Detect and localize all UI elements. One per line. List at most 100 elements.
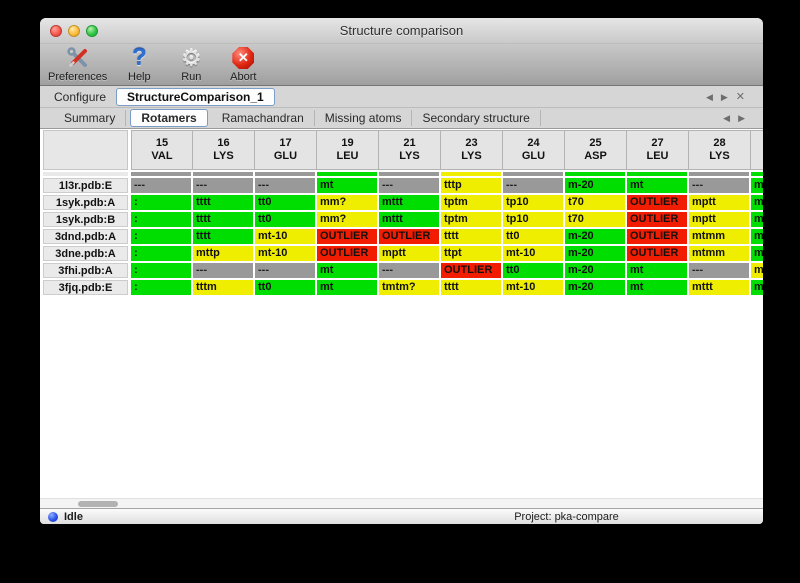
rotamer-cell[interactable]: mt bbox=[627, 263, 687, 278]
rotamer-cell[interactable]: tttt bbox=[441, 280, 501, 295]
column-header[interactable]: 24 GLU bbox=[503, 130, 565, 170]
rotamer-cell[interactable]: mt-10 bbox=[503, 280, 563, 295]
tab-missing-atoms[interactable]: Missing atoms bbox=[315, 110, 413, 126]
rotamer-cell[interactable]: mptt bbox=[689, 195, 749, 210]
rotamer-cell[interactable]: : bbox=[131, 212, 191, 227]
rotamer-cell[interactable]: OUTLIER bbox=[627, 246, 687, 261]
rotamer-cell[interactable]: tt0 bbox=[255, 280, 315, 295]
tab-rotamers[interactable]: Rotamers bbox=[130, 109, 208, 127]
rotamer-cell[interactable]: mtmm bbox=[689, 246, 749, 261]
rotamer-cell[interactable]: --- bbox=[689, 178, 749, 193]
horizontal-scrollbar[interactable] bbox=[40, 498, 763, 508]
rotamer-cell[interactable]: --- bbox=[255, 263, 315, 278]
rotamer-cell[interactable]: : bbox=[131, 195, 191, 210]
help-button[interactable]: ? Help bbox=[119, 45, 159, 84]
rotamer-cell[interactable]: mt bbox=[627, 280, 687, 295]
rotamer-cell[interactable]: m bbox=[751, 263, 763, 278]
rotamer-cell[interactable]: : bbox=[131, 280, 191, 295]
column-header[interactable] bbox=[751, 130, 763, 170]
rotamer-cell[interactable]: m-20 bbox=[565, 263, 625, 278]
tab-summary[interactable]: Summary bbox=[54, 110, 127, 126]
rotamer-cell[interactable]: --- bbox=[193, 178, 253, 193]
rotamer-cell[interactable]: tptm bbox=[441, 212, 501, 227]
configuration-tab[interactable]: StructureComparison_1 bbox=[116, 87, 275, 106]
rotamer-cell[interactable]: tt0 bbox=[503, 263, 563, 278]
rotamer-cell[interactable]: tttp bbox=[441, 178, 501, 193]
zoom-window-button[interactable] bbox=[86, 25, 98, 37]
rotamer-cell[interactable]: --- bbox=[255, 178, 315, 193]
rotamer-cell[interactable]: m bbox=[751, 229, 763, 244]
rotamer-cell[interactable]: m-20 bbox=[565, 280, 625, 295]
rotamer-cell[interactable]: --- bbox=[503, 178, 563, 193]
tab-secondary-structure[interactable]: Secondary structure bbox=[412, 110, 541, 126]
rotamer-cell[interactable]: m-20 bbox=[565, 229, 625, 244]
rotamer-cell[interactable]: mt-10 bbox=[255, 229, 315, 244]
row-label[interactable]: 1syk.pdb:A bbox=[43, 195, 128, 210]
rotamer-cell[interactable]: : bbox=[131, 229, 191, 244]
tabs-scroll-right-icon[interactable]: ▶ bbox=[738, 113, 745, 123]
rotamer-cell[interactable]: tttt bbox=[193, 195, 253, 210]
column-header[interactable]: 16 LYS bbox=[193, 130, 255, 170]
rotamer-cell[interactable]: m-20 bbox=[565, 178, 625, 193]
rotamer-cell[interactable]: --- bbox=[689, 263, 749, 278]
close-configuration-icon[interactable]: ✕ bbox=[735, 90, 745, 103]
minimize-window-button[interactable] bbox=[68, 25, 80, 37]
preferences-button[interactable]: Preferences bbox=[48, 45, 107, 83]
rotamer-cell[interactable]: mm? bbox=[317, 195, 377, 210]
rotamer-cell[interactable]: mt-10 bbox=[255, 246, 315, 261]
rotamer-cell[interactable]: t70 bbox=[565, 212, 625, 227]
rotamer-cell[interactable]: m bbox=[751, 280, 763, 295]
scroll-right-icon[interactable]: ▶ bbox=[720, 91, 728, 102]
rotamer-cell[interactable]: ttpt bbox=[441, 246, 501, 261]
rotamer-cell[interactable]: tp10 bbox=[503, 212, 563, 227]
rotamer-cell[interactable]: OUTLIER bbox=[627, 195, 687, 210]
rotamer-cell[interactable]: tt0 bbox=[503, 229, 563, 244]
abort-button[interactable]: ✕ Abort bbox=[223, 45, 263, 83]
row-label[interactable]: 3fhi.pdb:A bbox=[43, 263, 128, 278]
row-label[interactable]: 3dnd.pdb:A bbox=[43, 229, 128, 244]
column-header[interactable]: 23 LYS bbox=[441, 130, 503, 170]
rotamer-cell[interactable]: mt bbox=[317, 280, 377, 295]
run-button[interactable]: ⚙ Run bbox=[171, 45, 211, 83]
column-header[interactable]: 21 LYS bbox=[379, 130, 441, 170]
rotamer-cell[interactable]: mt-10 bbox=[503, 246, 563, 261]
rotamer-cell[interactable]: OUTLIER bbox=[317, 229, 377, 244]
rotamer-cell[interactable]: mm? bbox=[317, 212, 377, 227]
row-label[interactable]: 1l3r.pdb:E bbox=[43, 178, 128, 193]
rotamer-cell[interactable]: OUTLIER bbox=[379, 229, 439, 244]
rotamer-cell[interactable]: : bbox=[131, 263, 191, 278]
rotamer-cell[interactable]: tmtm? bbox=[379, 280, 439, 295]
rotamer-cell[interactable]: mttt bbox=[379, 212, 439, 227]
rotamer-cell[interactable]: tt0 bbox=[255, 212, 315, 227]
column-header[interactable]: 15 VAL bbox=[131, 130, 193, 170]
scroll-left-icon[interactable]: ◀ bbox=[705, 91, 713, 102]
rotamer-cell[interactable]: mt bbox=[627, 178, 687, 193]
column-header[interactable]: 25 ASP bbox=[565, 130, 627, 170]
close-window-button[interactable] bbox=[50, 25, 62, 37]
column-header[interactable]: 27 LEU bbox=[627, 130, 689, 170]
rotamer-cell[interactable]: mptt bbox=[689, 212, 749, 227]
rotamer-cell[interactable]: OUTLIER bbox=[627, 229, 687, 244]
rotamer-cell[interactable]: tttm bbox=[193, 280, 253, 295]
title-bar[interactable]: Structure comparison bbox=[40, 18, 763, 44]
rotamer-cell[interactable]: mt bbox=[317, 263, 377, 278]
rotamer-cell[interactable]: --- bbox=[379, 263, 439, 278]
rotamer-cell[interactable]: tptm bbox=[441, 195, 501, 210]
rotamer-cell[interactable]: m bbox=[751, 178, 763, 193]
rotamer-cell[interactable]: m bbox=[751, 212, 763, 227]
rotamer-cell[interactable]: OUTLIER bbox=[627, 212, 687, 227]
rotamer-cell[interactable]: --- bbox=[131, 178, 191, 193]
row-label[interactable]: 1syk.pdb:B bbox=[43, 212, 128, 227]
rotamer-cell[interactable]: tttt bbox=[193, 212, 253, 227]
tabs-scroll-left-icon[interactable]: ◀ bbox=[723, 113, 731, 123]
column-header[interactable]: 19 LEU bbox=[317, 130, 379, 170]
scrollbar-thumb[interactable] bbox=[78, 501, 118, 507]
rotamer-cell[interactable]: tttt bbox=[441, 229, 501, 244]
rotamer-cell[interactable]: mttp bbox=[193, 246, 253, 261]
rotamer-cell[interactable]: mt bbox=[317, 178, 377, 193]
rotamer-cell[interactable]: tp10 bbox=[503, 195, 563, 210]
rotamer-cell[interactable]: tttt bbox=[193, 229, 253, 244]
column-header[interactable]: 17 GLU bbox=[255, 130, 317, 170]
rotamer-cell[interactable]: --- bbox=[379, 178, 439, 193]
rotamer-cell[interactable]: OUTLIER bbox=[317, 246, 377, 261]
